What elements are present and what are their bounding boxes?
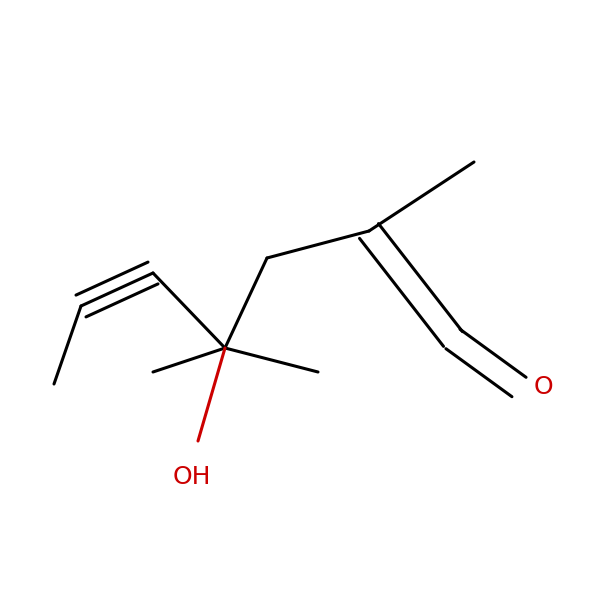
Text: OH: OH (173, 465, 211, 489)
Text: O: O (534, 375, 554, 399)
